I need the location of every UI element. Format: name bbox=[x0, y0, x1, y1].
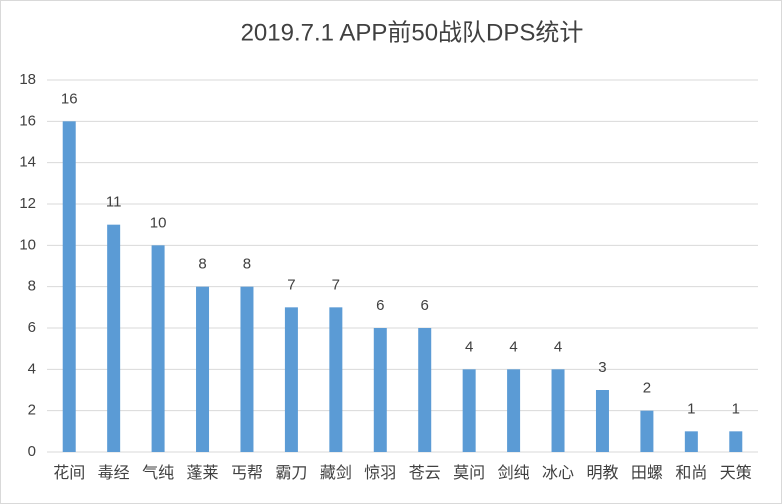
data-label: 4 bbox=[554, 338, 562, 355]
x-tick-label: 霸刀 bbox=[275, 464, 307, 482]
x-tick-label: 明教 bbox=[586, 464, 618, 482]
x-tick-label: 苍云 bbox=[409, 464, 441, 482]
bar bbox=[462, 369, 476, 452]
x-tick-label: 天策 bbox=[720, 464, 752, 482]
y-tick-label: 2 bbox=[28, 402, 36, 419]
bar bbox=[284, 307, 298, 452]
y-tick-label: 4 bbox=[28, 360, 36, 377]
x-tick-label: 田螺 bbox=[631, 464, 663, 482]
data-label: 2 bbox=[643, 380, 651, 397]
bar bbox=[196, 286, 210, 452]
x-tick-label: 花间 bbox=[53, 464, 85, 482]
x-tick-label: 藏剑 bbox=[320, 464, 352, 482]
y-tick-label: 0 bbox=[28, 443, 36, 460]
data-label: 4 bbox=[465, 338, 473, 355]
bar bbox=[684, 431, 698, 452]
bar bbox=[551, 369, 565, 452]
y-tick-label: 12 bbox=[19, 195, 36, 212]
bar bbox=[151, 245, 165, 452]
y-tick-label: 10 bbox=[19, 236, 36, 253]
data-label: 16 bbox=[61, 90, 78, 107]
y-tick-label: 8 bbox=[28, 278, 36, 295]
data-label: 7 bbox=[287, 276, 295, 293]
x-tick-label: 气纯 bbox=[142, 464, 174, 482]
y-tick-label: 16 bbox=[19, 112, 36, 129]
x-tick-label: 莫问 bbox=[453, 464, 485, 482]
data-label: 4 bbox=[509, 338, 517, 355]
x-tick-label: 冰心 bbox=[542, 464, 574, 482]
data-label: 1 bbox=[732, 400, 740, 417]
y-tick-label: 14 bbox=[19, 154, 36, 171]
x-tick-label: 惊羽 bbox=[364, 464, 396, 482]
bar bbox=[62, 121, 76, 452]
chart-title: 2019.7.1 APP前50战队DPS统计 bbox=[241, 19, 584, 46]
x-tick-label: 和尚 bbox=[675, 464, 707, 482]
bar bbox=[240, 286, 254, 452]
data-label: 6 bbox=[421, 297, 429, 314]
bar bbox=[373, 328, 387, 452]
x-tick-label: 毒经 bbox=[98, 464, 130, 482]
x-tick-label: 剑纯 bbox=[498, 464, 530, 482]
y-tick-label: 18 bbox=[19, 71, 36, 88]
data-label: 8 bbox=[243, 256, 251, 273]
bar bbox=[418, 328, 432, 452]
bar bbox=[729, 431, 743, 452]
bar bbox=[329, 307, 343, 452]
data-label: 6 bbox=[376, 297, 384, 314]
bar bbox=[507, 369, 521, 452]
data-label: 1 bbox=[687, 400, 695, 417]
data-label: 11 bbox=[106, 194, 122, 211]
data-label: 8 bbox=[198, 256, 206, 273]
data-label: 7 bbox=[332, 276, 340, 293]
y-tick-label: 6 bbox=[28, 319, 36, 336]
bar bbox=[595, 390, 609, 452]
bar bbox=[107, 224, 121, 452]
x-tick-label: 蓬莱 bbox=[187, 464, 219, 482]
data-label: 3 bbox=[598, 359, 606, 376]
data-label: 10 bbox=[150, 214, 167, 231]
x-tick-label: 丐帮 bbox=[231, 464, 263, 482]
bar bbox=[640, 410, 654, 452]
